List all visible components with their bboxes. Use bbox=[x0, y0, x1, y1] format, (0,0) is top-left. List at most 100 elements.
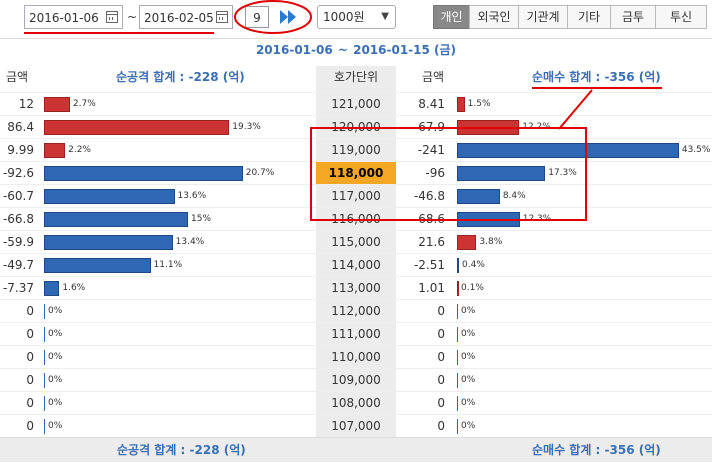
left-bar bbox=[44, 212, 188, 227]
right-percent: 0% bbox=[461, 421, 476, 431]
end-date-value: 2016-02-05 bbox=[144, 11, 214, 25]
table-row: 9.99 2.2% 119,000 -241 43.5% bbox=[0, 138, 712, 162]
left-bar bbox=[44, 281, 60, 296]
right-amount: 67.9 bbox=[418, 120, 445, 134]
table-row: 0 0% 107,000 0 0% bbox=[0, 414, 712, 438]
right-bar bbox=[457, 327, 458, 342]
right-amount-header: 금액 bbox=[422, 70, 445, 84]
right-amount: 21.6 bbox=[418, 235, 445, 249]
left-bar bbox=[44, 189, 175, 204]
left-bar bbox=[44, 120, 230, 135]
period-count-input[interactable]: 9 bbox=[245, 6, 269, 28]
price-unit-header: 호가단위 bbox=[333, 70, 379, 84]
right-bar bbox=[457, 304, 458, 319]
left-bar bbox=[44, 350, 45, 365]
right-percent: 17.3% bbox=[548, 168, 577, 178]
period-count-value: 9 bbox=[253, 11, 261, 25]
right-bar bbox=[457, 143, 679, 158]
tab-other[interactable]: 기타 bbox=[567, 5, 611, 29]
price-level: 118,000 bbox=[316, 162, 396, 185]
price-level: 109,000 bbox=[331, 373, 381, 387]
price-level: 115,000 bbox=[331, 235, 381, 249]
left-amount: 0 bbox=[26, 419, 34, 433]
left-bar bbox=[44, 97, 70, 112]
right-bar bbox=[457, 350, 458, 365]
right-amount: 0 bbox=[437, 350, 445, 364]
left-amount: 0 bbox=[26, 396, 34, 410]
left-sum-header: 순공격 합계 : -228 (억) bbox=[116, 70, 245, 84]
left-amount: -60.7 bbox=[2, 189, 34, 203]
left-amount: -92.6 bbox=[2, 166, 34, 180]
left-percent: 0% bbox=[48, 398, 63, 408]
right-percent: 0% bbox=[461, 352, 476, 362]
left-percent: 20.7% bbox=[245, 168, 275, 178]
right-bar bbox=[457, 419, 458, 434]
fast-forward-icon[interactable] bbox=[278, 8, 298, 26]
right-percent: 1.5% bbox=[467, 99, 491, 109]
left-percent: 0% bbox=[48, 329, 63, 339]
left-percent: 2.2% bbox=[68, 145, 91, 155]
price-level: 119,000 bbox=[331, 143, 381, 157]
left-bar bbox=[44, 396, 45, 411]
price-level: 121,000 bbox=[331, 97, 381, 111]
calendar-icon[interactable] bbox=[216, 11, 228, 23]
right-sum-header: 순매수 합계 : -356 (억) bbox=[532, 70, 661, 84]
unit-select-value: 1000원 bbox=[323, 10, 365, 24]
right-bar bbox=[457, 235, 477, 250]
right-percent: 0% bbox=[461, 306, 476, 316]
left-percent: 0% bbox=[48, 306, 63, 316]
left-amount: -59.9 bbox=[2, 235, 34, 249]
toolbar-divider bbox=[0, 38, 712, 39]
right-amount: 0 bbox=[437, 419, 445, 433]
price-level: 111,000 bbox=[331, 327, 381, 341]
table-row: 12 2.7% 121,000 8.41 1.5% bbox=[0, 92, 712, 116]
right-bar bbox=[457, 189, 500, 204]
right-bar bbox=[457, 97, 465, 112]
right-bar bbox=[457, 212, 520, 227]
left-amount: -7.37 bbox=[2, 281, 34, 295]
unit-select[interactable]: 1000원 ▼ bbox=[317, 5, 396, 29]
right-bar bbox=[457, 396, 458, 411]
table-row: -66.8 15% 116,000 -68.6 12.3% bbox=[0, 207, 712, 231]
right-amount: -241 bbox=[417, 143, 445, 157]
calendar-icon[interactable] bbox=[106, 11, 118, 23]
investor-tabs: 개인 외국인 기관계 기타 금투 투신 bbox=[433, 5, 707, 29]
period-label: 2016-01-06 ~ 2016-01-15 (금) bbox=[0, 41, 712, 59]
start-date-input[interactable]: 2016-01-06 bbox=[24, 5, 123, 29]
tab-individual[interactable]: 개인 bbox=[433, 5, 470, 29]
right-amount: -96 bbox=[425, 166, 445, 180]
left-percent: 2.7% bbox=[72, 99, 96, 109]
right-amount: 8.41 bbox=[418, 97, 445, 111]
right-percent: 12.2% bbox=[522, 122, 551, 132]
tab-institution[interactable]: 기관계 bbox=[518, 5, 568, 29]
right-percent: 0.4% bbox=[462, 260, 485, 270]
toolbar: 2016-01-06 ~ 2016-02-05 9 1000원 ▼ 개인 외국인… bbox=[0, 0, 712, 36]
tab-financial-investment[interactable]: 금투 bbox=[610, 5, 656, 29]
table-row: 0 0% 110,000 0 0% bbox=[0, 345, 712, 369]
date-range-tilde: ~ bbox=[127, 10, 138, 24]
right-percent: 8.4% bbox=[502, 191, 526, 201]
left-percent: 13.4% bbox=[175, 237, 205, 247]
left-bar bbox=[44, 235, 173, 250]
left-amount: 86.4 bbox=[7, 120, 34, 134]
price-level: 108,000 bbox=[331, 396, 381, 410]
right-amount: 0 bbox=[437, 396, 445, 410]
footer-left-sum: 순공격 합계 : -228 (억) bbox=[117, 443, 246, 457]
end-date-input[interactable]: 2016-02-05 bbox=[139, 5, 233, 29]
left-amount: -49.7 bbox=[2, 258, 34, 272]
right-amount: 0 bbox=[437, 304, 445, 318]
tab-investment-trust[interactable]: 투신 bbox=[655, 5, 707, 29]
period-start: 2016-01-06 bbox=[255, 43, 333, 57]
tab-foreign[interactable]: 외국인 bbox=[469, 5, 519, 29]
period-end: 2016-01-15 (금) bbox=[353, 43, 457, 57]
left-amount: 0 bbox=[26, 373, 34, 387]
left-percent: 0% bbox=[48, 421, 63, 431]
left-bar bbox=[44, 258, 151, 273]
right-percent: 0% bbox=[461, 329, 476, 339]
left-amount: 0 bbox=[26, 327, 34, 341]
right-percent: 43.5% bbox=[681, 145, 711, 155]
left-bar bbox=[44, 143, 66, 158]
table-row: 0 0% 108,000 0 0% bbox=[0, 391, 712, 415]
left-percent: 1.6% bbox=[62, 283, 86, 293]
right-percent: 3.8% bbox=[479, 237, 503, 247]
